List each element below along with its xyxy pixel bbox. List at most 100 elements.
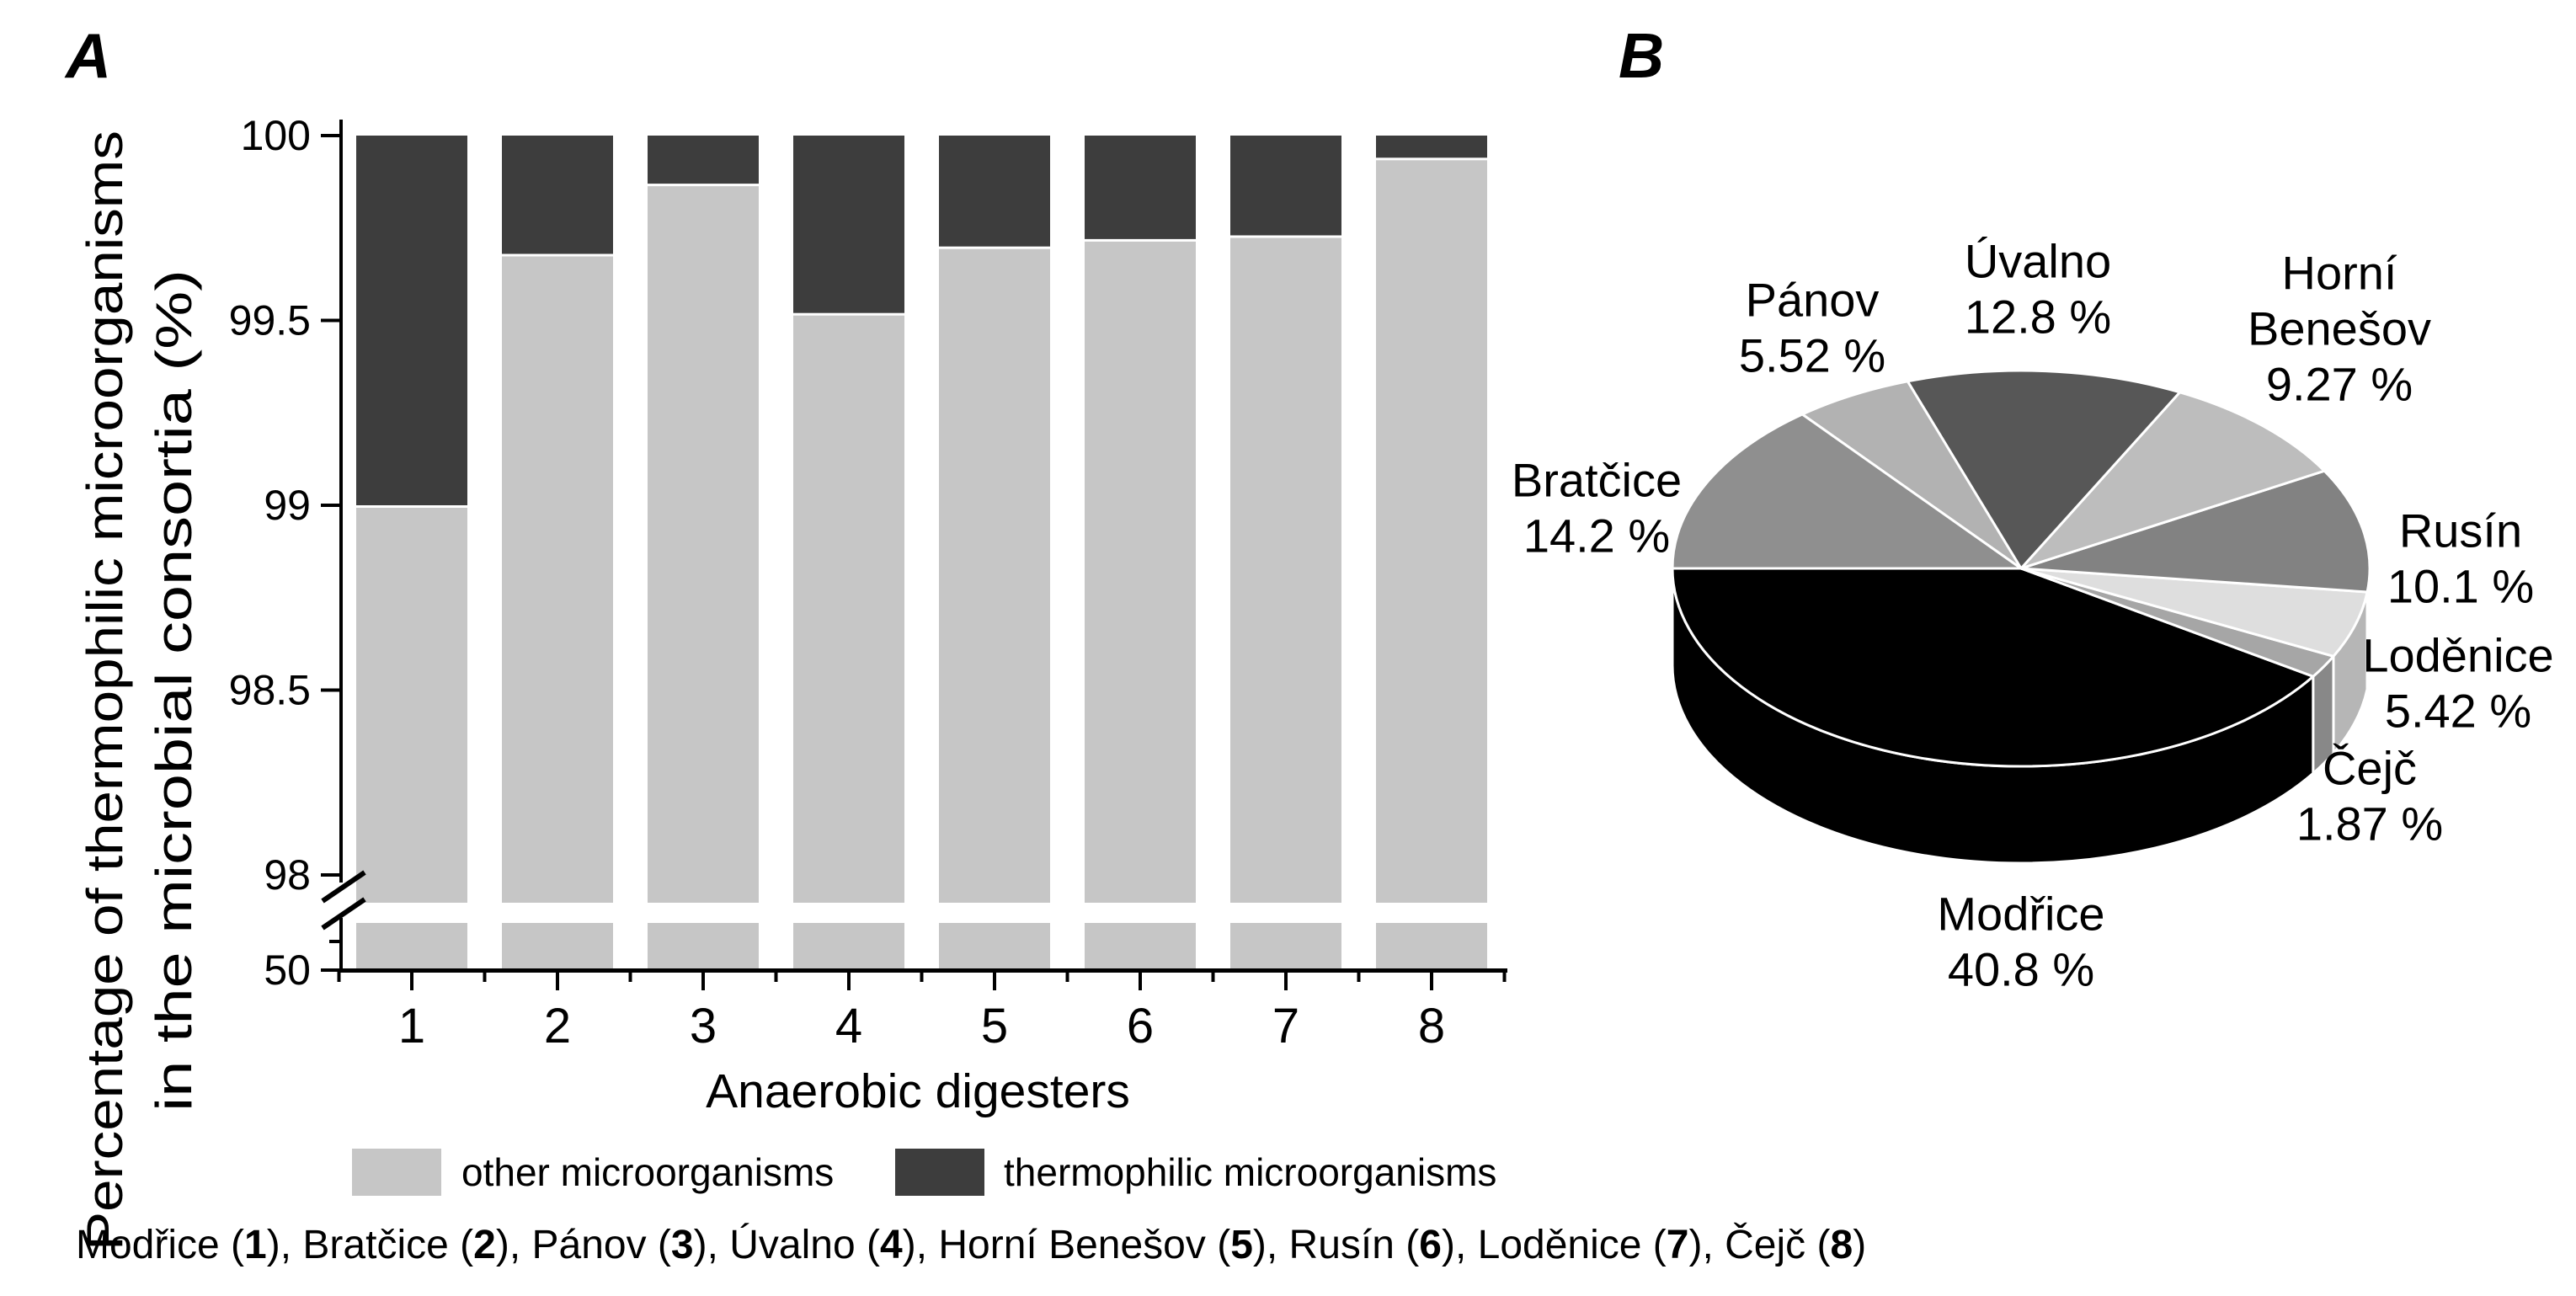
- panel-a-letter: A: [64, 20, 111, 91]
- pie-label-Pánov: Pánov 5.52 %: [1739, 274, 1885, 382]
- bar-8-other-segment-upper: [1376, 160, 1487, 904]
- y-axis-title-line2: in the microbial consortia (%): [146, 269, 202, 1112]
- x-tick-label-8: 8: [1418, 999, 1445, 1053]
- bar-2-other-segment-below-break: [502, 923, 613, 970]
- caption-segment-10: ), Rusín (: [1253, 1223, 1419, 1267]
- bar-6-other-segment-upper: [1085, 241, 1196, 903]
- pie-label-Modřice: Modřice 40.8 %: [1937, 888, 2104, 996]
- y-axis-title-line1: Percentage of thermophilic microorganism…: [77, 131, 133, 1251]
- pie-label-Bratčice: Bratčice 14.2 %: [1512, 454, 1682, 563]
- pie-label-line-Horní Benešov-0: Horní: [2282, 247, 2397, 300]
- pie-label-Rusín: Rusín 10.1 %: [2387, 504, 2534, 613]
- legend-swatch-thermophilic: [895, 1149, 984, 1196]
- legend-label-thermophilic: thermophilic microorganisms: [1004, 1150, 1496, 1194]
- pie-label-line-Pánov-0: Pánov: [1746, 274, 1880, 327]
- pie-label-line-Horní Benešov-1: Benešov: [2248, 302, 2431, 355]
- x-tick-label-6: 6: [1127, 999, 1154, 1053]
- caption-segment-15: 8: [1830, 1223, 1853, 1267]
- axis-break-slash-1: [321, 870, 366, 904]
- pie-top-faces: [1671, 369, 2371, 768]
- pie-labels: Modřice 40.8 %Čejč 1.87 %Loděnice 5.42 %Rus…: [1512, 235, 2554, 996]
- y-axis-line-lower: [339, 918, 343, 973]
- caption-segment-5: 3: [671, 1223, 694, 1267]
- bar-5-other-segment-upper: [939, 248, 1050, 903]
- pie-slice-Rusín: [2019, 469, 2371, 594]
- caption-segment-9: 5: [1230, 1223, 1253, 1267]
- pie-slice-Úvalno: [1906, 369, 2182, 570]
- axis-break-slash-2: [321, 897, 366, 931]
- caption-segment-12: ), Loděnice (: [1442, 1223, 1667, 1267]
- pie-label-line-Modřice-0: Modřice: [1937, 888, 2104, 941]
- pie-label-line-Úvalno-1: 12.8 %: [1965, 291, 2111, 344]
- pie-slice-Pánov: [1800, 380, 2023, 570]
- panel-b-letter: B: [1619, 20, 1664, 91]
- bar-7-thermophilic-segment: [1230, 136, 1341, 236]
- y-axis-line-upper: [339, 120, 343, 883]
- caption-segment-1: 1: [244, 1223, 267, 1267]
- pie-label-line-Čejč-1: 1.87 %: [2296, 797, 2443, 851]
- bar-7-other-segment-upper: [1230, 237, 1341, 903]
- bar-3-other-segment-upper: [648, 186, 759, 904]
- bar-8-other-segment-below-break: [1376, 923, 1487, 970]
- bar-5-other-segment-below-break: [939, 923, 1050, 970]
- pie-label-line-Čejč-0: Čejč: [2323, 742, 2417, 795]
- pie-slice-Horní Benešov: [2019, 391, 2326, 570]
- x-tick-label-7: 7: [1272, 999, 1299, 1053]
- pie-label-Horní Benešov: Horní Benešov 9.27 %: [2248, 247, 2431, 411]
- bar-4-other-segment-below-break: [793, 923, 904, 970]
- bar-5-thermophilic-segment: [939, 136, 1050, 247]
- legend-label-other: other microorganisms: [461, 1150, 834, 1194]
- caption-segment-6: ), Úvalno (: [694, 1222, 880, 1267]
- bar-series-group: [356, 136, 1487, 970]
- caption-segment-7: 4: [880, 1223, 903, 1267]
- bar-1-other-segment-below-break: [356, 923, 467, 970]
- x-axis-title: Anaerobic digesters: [706, 1064, 1130, 1118]
- bar-2-other-segment-upper: [502, 256, 613, 903]
- pie-label-line-Loděnice-1: 5.42 %: [2385, 685, 2531, 738]
- x-tick-label-4: 4: [835, 999, 862, 1053]
- caption-segment-11: 6: [1419, 1223, 1442, 1267]
- y-tick-label-98.5: 98.5: [229, 667, 311, 714]
- pie-label-line-Úvalno-0: Úvalno: [1965, 235, 2111, 288]
- bar-6-thermophilic-segment: [1085, 136, 1196, 239]
- pie-slice-Loděnice: [2019, 567, 2369, 658]
- caption-segment-2: ), Bratčice (: [267, 1223, 473, 1267]
- bar-2-thermophilic-segment: [502, 136, 613, 254]
- pie-label-Čejč: Čejč 1.87 %: [2296, 742, 2443, 851]
- pie-label-line-Pánov-1: 5.52 %: [1739, 329, 1885, 382]
- x-tick-label-5: 5: [981, 999, 1008, 1053]
- pie-label-line-Rusín-1: 10.1 %: [2387, 560, 2534, 613]
- y-tick-label-99.5: 99.5: [229, 297, 311, 344]
- pie-label-line-Bratčice-1: 14.2 %: [1523, 509, 1670, 563]
- bar-legend: other microorganisms thermophilic microo…: [352, 1149, 1496, 1196]
- x-tick-label-2: 2: [544, 999, 571, 1053]
- x-axis-line: [339, 968, 1507, 973]
- pie-label-line-Loděnice-0: Loděnice: [2362, 629, 2553, 682]
- axes-group: 100 99.5 99 98.5 98 50 1 2 3 4 5 6 7 8: [229, 112, 1507, 1053]
- y-tick-label-99: 99: [264, 482, 311, 529]
- y-tick-label-100: 100: [241, 112, 311, 159]
- caption-segment-0: Modřice (: [76, 1223, 244, 1267]
- figure-caption: Modřice (1), Bratčice (2), Pánov (3), Úv…: [76, 1222, 1866, 1267]
- pie-label-line-Bratčice-0: Bratčice: [1512, 454, 1682, 507]
- x-tick-label-3: 3: [690, 999, 717, 1053]
- pie-slice-Bratčice: [1671, 413, 2023, 570]
- caption-segment-8: ), Horní Benešov (: [903, 1223, 1231, 1267]
- pie-label-Loděnice: Loděnice 5.42 %: [2362, 629, 2553, 738]
- caption-segment-16: ): [1853, 1223, 1866, 1267]
- bar-4-thermophilic-segment: [793, 136, 904, 313]
- bar-4-other-segment-upper: [793, 315, 904, 903]
- caption-segment-3: 2: [473, 1223, 496, 1267]
- bar-3-other-segment-below-break: [648, 923, 759, 970]
- pie-label-line-Rusín-0: Rusín: [2399, 504, 2522, 557]
- pie-label-line-Modřice-1: 40.8 %: [1948, 943, 2094, 996]
- caption-segment-13: 7: [1667, 1223, 1689, 1267]
- caption-segment-14: ), Čejč (: [1688, 1222, 1830, 1267]
- y-tick-label-98: 98: [264, 851, 311, 899]
- bar-7-other-segment-below-break: [1230, 923, 1341, 970]
- legend-swatch-other: [352, 1149, 441, 1196]
- pie-label-Úvalno: Úvalno 12.8 %: [1965, 235, 2111, 344]
- pie-label-line-Horní Benešov-2: 9.27 %: [2266, 358, 2413, 411]
